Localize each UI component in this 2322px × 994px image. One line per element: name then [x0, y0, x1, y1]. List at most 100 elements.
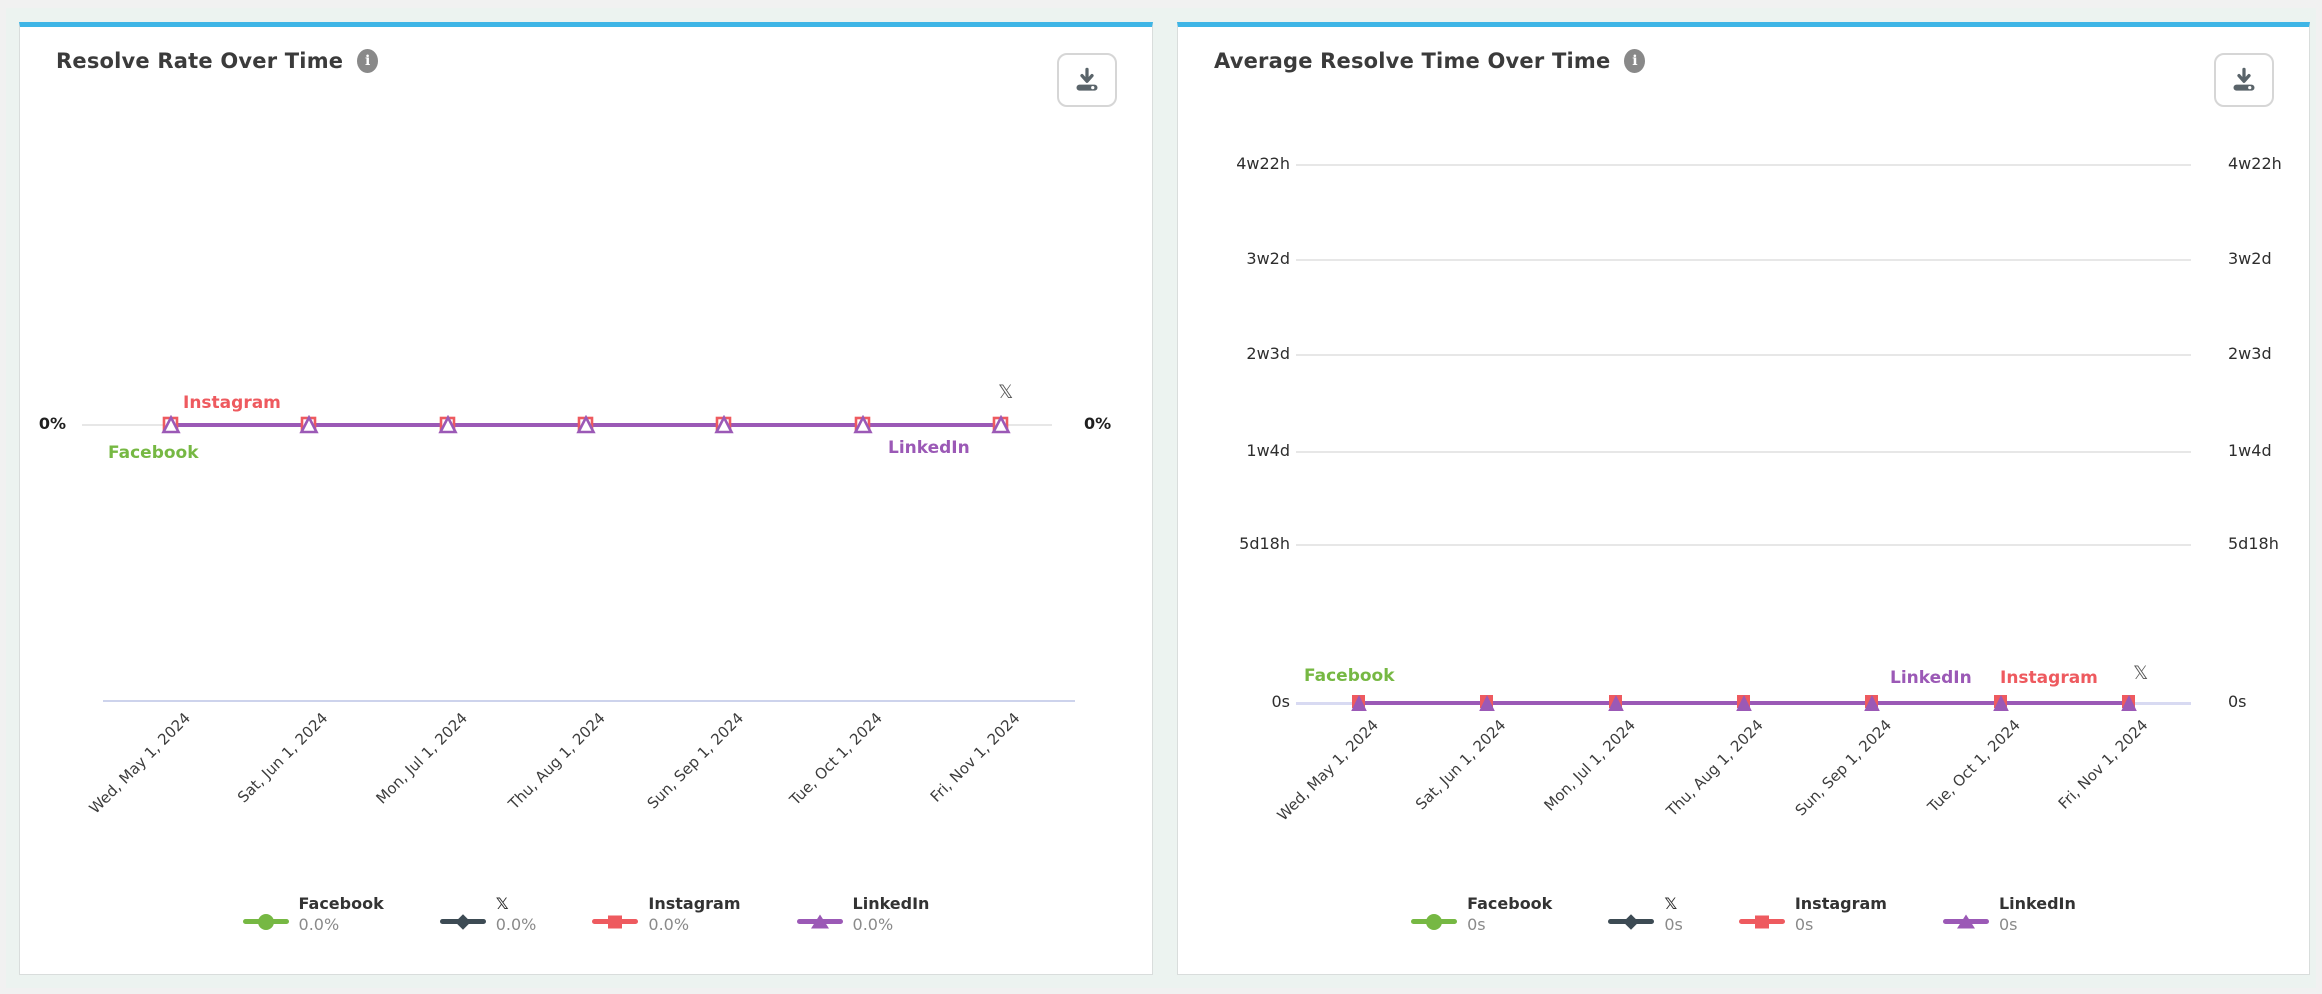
x-axis-line [103, 700, 1075, 702]
y-axis-label: 3w2d [2228, 249, 2272, 268]
data-point-marker[interactable] [1348, 693, 1370, 713]
y-axis-label: 4w22h [2228, 154, 2282, 173]
legend-item[interactable]: 𝕏 0.0% [439, 893, 537, 935]
legend-text: LinkedIn 0s [1999, 893, 2076, 935]
y-axis-label: 1w4d [2228, 441, 2272, 460]
legend-item[interactable]: Instagram 0.0% [592, 893, 741, 935]
legend-name: Facebook [298, 894, 384, 913]
legend-text: Instagram 0.0% [648, 893, 740, 935]
legend-name: 𝕏 [495, 894, 509, 913]
legend-marker [1738, 912, 1785, 931]
legend-marker [439, 912, 486, 931]
average-resolve-time-over-time-card: Average Resolve Time Over Time i 4w22h 4w… [1177, 22, 2310, 975]
legend-name: Instagram [648, 894, 741, 913]
triangle-icon [810, 914, 829, 929]
legend-item[interactable]: Instagram 0s [1738, 893, 1887, 935]
legend-item[interactable]: Facebook 0.0% [242, 893, 384, 935]
legend-item[interactable]: LinkedIn 0s [1942, 893, 2076, 935]
data-point-marker[interactable] [990, 414, 1012, 435]
data-point-marker[interactable] [1605, 693, 1627, 713]
legend: Facebook 0.0% 𝕏 0.0% Instagram 0.0% LinkedIn 0.… [20, 893, 1152, 935]
y-axis-label: 1w4d [1246, 441, 1290, 460]
legend-name: LinkedIn [852, 894, 930, 913]
legend-text: 𝕏 0s [1664, 893, 1683, 935]
legend-marker [1942, 912, 1989, 931]
legend-text: Instagram 0s [1795, 893, 1887, 935]
series-label: Facebook [108, 443, 199, 463]
data-point-marker[interactable] [437, 414, 459, 435]
legend-value: 0.0% [852, 914, 894, 934]
y-axis-label: 3w2d [1246, 249, 1290, 268]
download-icon [1076, 67, 1098, 91]
legend-value: 0.0% [648, 914, 690, 934]
legend-text: 𝕏 0.0% [496, 893, 537, 935]
series-label: 𝕏 [998, 381, 1014, 403]
chart-title: Resolve Rate Over Time [56, 49, 344, 73]
data-point-marker[interactable] [1476, 693, 1498, 713]
circle-icon [1426, 913, 1443, 930]
y-axis-label: 4w22h [1236, 154, 1290, 173]
circle-icon [257, 913, 274, 930]
legend-value: 0s [1664, 914, 1683, 934]
data-point-marker[interactable] [298, 414, 320, 435]
x-axis-label: Fri, Nov 1, 2024 [811, 708, 1024, 806]
x-axis-label: Fri, Nov 1, 2024 [1939, 715, 2152, 813]
series-label: Instagram [2000, 668, 2098, 688]
download-button[interactable] [1057, 53, 1117, 107]
legend-marker [242, 912, 289, 931]
gridline [1296, 164, 2191, 166]
gridline [1296, 544, 2191, 546]
legend-text: Facebook 0s [1467, 893, 1552, 935]
y-axis-label: 0% [1084, 414, 1112, 433]
legend-marker [592, 912, 639, 931]
legend-value: 0s [1467, 914, 1486, 934]
square-icon [1754, 915, 1769, 929]
series-label: Instagram [183, 393, 281, 413]
data-point-marker[interactable] [160, 414, 182, 435]
legend-value: 0s [1998, 914, 2018, 934]
legend-marker [1411, 912, 1458, 931]
y-axis-label: 5d18h [1239, 534, 1290, 553]
y-axis-label: 0s [2228, 692, 2247, 711]
data-point-marker[interactable] [1990, 693, 2012, 713]
legend-text: LinkedIn 0.0% [853, 893, 930, 935]
series-label: 𝕏 [2133, 662, 2149, 684]
legend-name: LinkedIn [1998, 894, 2076, 913]
info-icon[interactable]: i [357, 49, 379, 73]
legend-value: 0.0% [495, 914, 537, 934]
legend-item[interactable]: Facebook 0s [1411, 893, 1552, 935]
x-axis-label-text: Fri, Nov 1, 2024 [2055, 716, 2152, 813]
chart-title: Average Resolve Time Over Time [1214, 49, 1611, 73]
y-axis-label: 2w3d [1246, 344, 1290, 363]
gridline [1296, 451, 2191, 453]
data-point-marker[interactable] [575, 414, 597, 435]
data-point-marker[interactable] [1733, 693, 1755, 713]
gridline [1296, 354, 2191, 356]
download-button[interactable] [2214, 53, 2274, 107]
series-label: Facebook [1304, 666, 1395, 686]
legend-name: Facebook [1467, 894, 1553, 913]
legend-marker [1608, 912, 1655, 931]
data-point-marker[interactable] [852, 414, 874, 435]
x-axis-label-text: Fri, Nov 1, 2024 [927, 709, 1024, 806]
legend-item[interactable]: LinkedIn 0.0% [796, 893, 930, 935]
series-label: LinkedIn [1890, 668, 1972, 688]
data-point-marker[interactable] [713, 414, 735, 435]
diamond-icon [1623, 914, 1640, 930]
info-icon[interactable]: i [1624, 49, 1646, 73]
download-icon [2233, 67, 2255, 91]
data-point-marker[interactable] [2118, 693, 2140, 713]
y-axis-label: 5d18h [2228, 534, 2279, 553]
y-axis-label: 0s [1271, 692, 1290, 711]
resolve-rate-over-time-card: Resolve Rate Over Time i 0% 0% Instagram Fa… [19, 22, 1153, 975]
diamond-icon [454, 914, 471, 930]
card-header: Resolve Rate Over Time i [56, 49, 379, 73]
data-point-marker[interactable] [1861, 693, 1883, 713]
triangle-icon [1956, 914, 1975, 929]
gridline [1296, 259, 2191, 261]
y-axis-label: 0% [38, 414, 66, 433]
legend-value: 0s [1794, 914, 1814, 934]
legend: Facebook 0s 𝕏 0s Instagram 0s LinkedIn 0s [1178, 893, 2309, 935]
legend-value: 0.0% [298, 914, 340, 934]
legend-item[interactable]: 𝕏 0s [1608, 893, 1683, 935]
